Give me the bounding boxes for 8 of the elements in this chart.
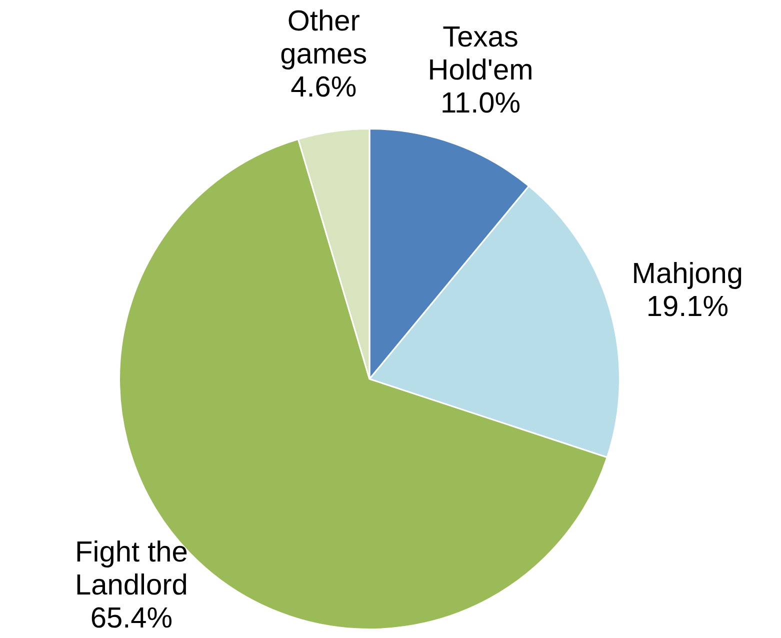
- data-label: 19.1%: [646, 291, 729, 324]
- slice-label: Mahjong: [632, 258, 744, 290]
- data-label: 11.0%: [440, 87, 521, 120]
- data-label: 4.6%: [290, 72, 357, 104]
- data-label: 65.4%: [90, 602, 173, 634]
- slice-label: Texas Hold'em: [428, 21, 534, 86]
- slice-label: Other games: [280, 6, 368, 71]
- slice-label: Fight the Landlord: [75, 536, 188, 602]
